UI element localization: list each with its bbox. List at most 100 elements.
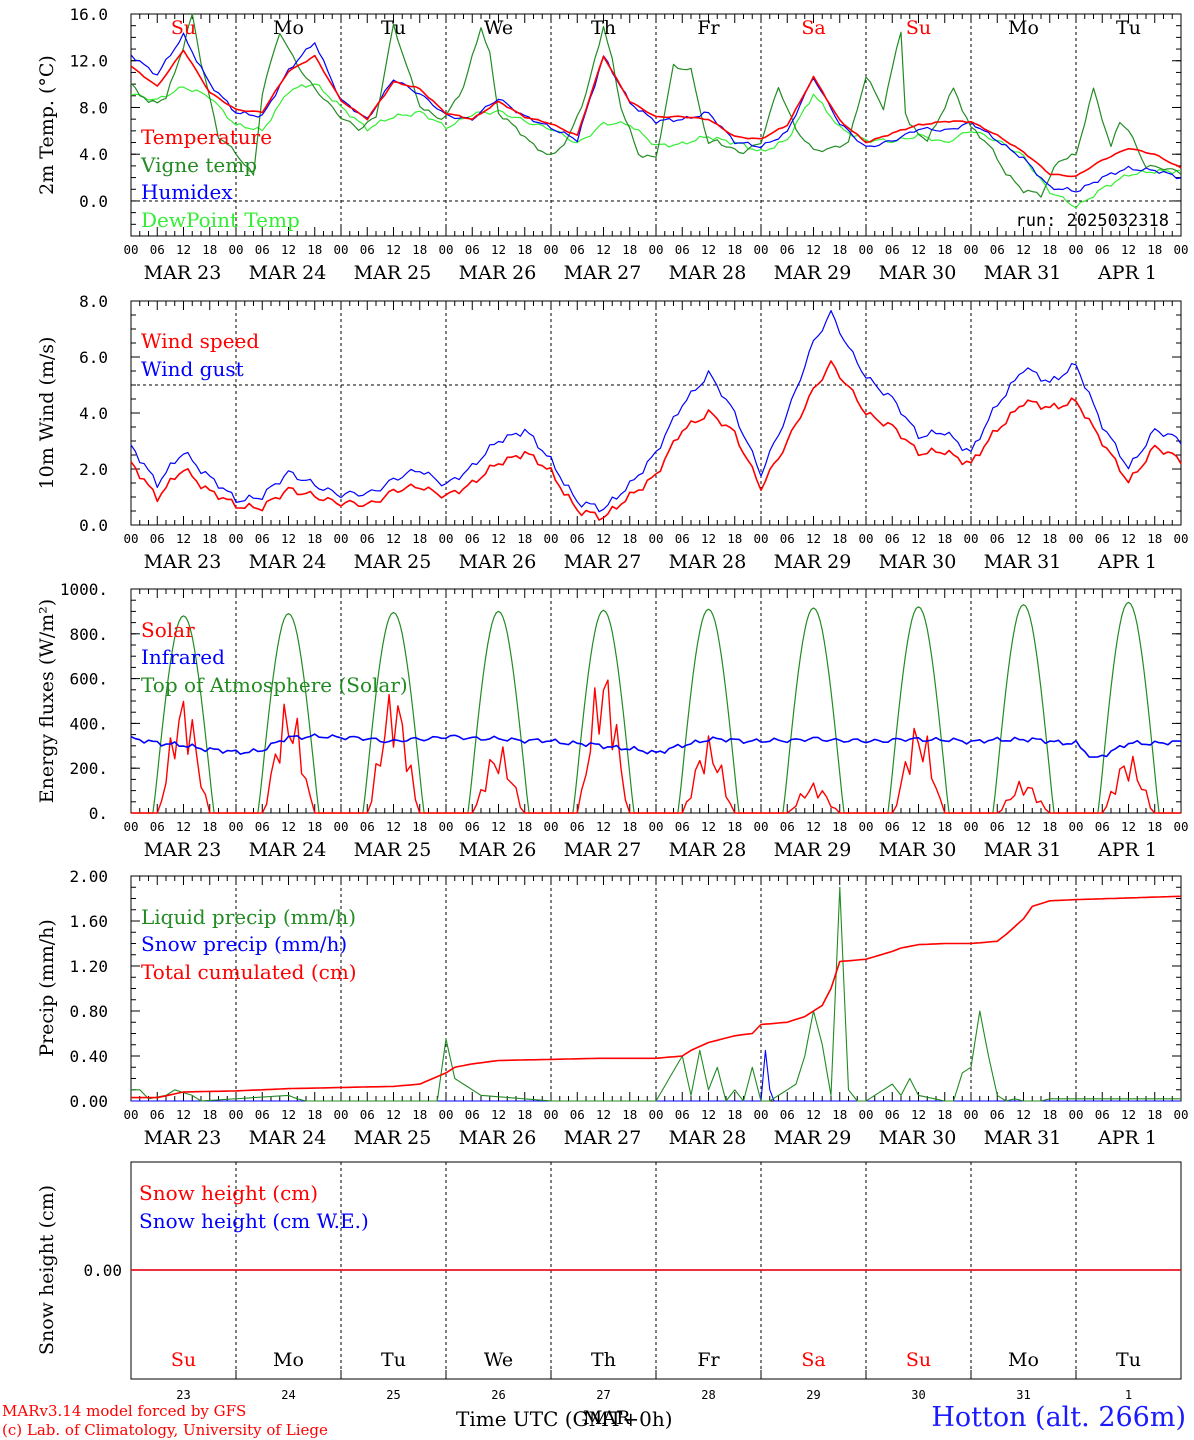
hour-tick-label: 00 [228,531,243,546]
date-label: MAR 26 [459,262,537,284]
weekday-label: Mo [273,1349,304,1371]
hour-tick-label: 00 [753,242,768,257]
weekday-label: Th [591,17,616,39]
series-line-0 [131,886,1181,1102]
panel-temperature: 00 06 12 18 00 06 12 18 00 06 12 18 00 06 12 18 00 06 12 18… [36,5,1189,284]
weekday-label: Su [171,1349,196,1371]
date-label: MAR 27 [564,1127,642,1149]
y-tick-label: 0.0 [79,192,108,211]
hour-tick-label: 06 [675,819,690,834]
hour-tick-label: 06 [360,531,375,546]
hour-tick-label: 12 [386,531,401,546]
hour-tick-label: 00 [123,819,138,834]
hour-tick-label: 00 [963,242,978,257]
hour-tick-label: 06 [570,242,585,257]
hour-tick-label: 06 [885,1107,900,1122]
date-label: MAR 29 [774,262,852,284]
hour-tick-label: 00 [438,531,453,546]
hour-tick-label: 12 [701,242,716,257]
hour-tick-label: 12 [281,1107,296,1122]
date-label: MAR 27 [564,551,642,573]
date-label: MAR 24 [249,1127,327,1149]
y-axis-label: Snow height (cm) [36,1185,58,1355]
hour-tick-label: 00 [648,1107,663,1122]
weekday-label: Sa [801,1349,825,1371]
hour-tick-label: 12 [1121,531,1136,546]
hour-tick-label: 00 [543,819,558,834]
date-label: MAR 31 [984,262,1062,284]
date-label: APR 1 [1097,551,1157,573]
y-tick-label: 16.0 [69,5,108,24]
date-label: MAR 30 [879,839,957,861]
hour-tick-label: 12 [806,531,821,546]
series-line-0 [130,360,1182,521]
hour-tick-label: 06 [780,242,795,257]
hour-tick-label: 06 [360,242,375,257]
hour-tick-label: 06 [255,1107,270,1122]
hour-tick-label: 18 [622,1107,637,1122]
hour-tick-label: 12 [386,1107,401,1122]
hour-tick-label: 18 [517,242,532,257]
model-credit: MARv3.14 model forced by GFS [2,1402,247,1420]
hour-tick-label: 12 [806,1107,821,1122]
hour-tick-label: 18 [622,531,637,546]
hour-tick-label: 12 [176,531,191,546]
date-label: MAR 31 [984,551,1062,573]
hour-tick-label: 06 [990,242,1005,257]
panel-frame [130,300,1182,526]
weekday-label: Tu [381,1349,406,1371]
legend-entry: Infrared [141,645,225,669]
day-number-label: 25 [386,1388,400,1402]
hour-tick-label: 12 [911,819,926,834]
hour-tick-label: 00 [648,819,663,834]
hour-tick-label: 18 [412,1107,427,1122]
hour-tick-label: 18 [1042,242,1057,257]
hour-tick-label: 12 [911,242,926,257]
lab-credit: (c) Lab. of Climatology, University of L… [2,1421,328,1439]
hour-tick-label: 18 [307,531,322,546]
hour-tick-label: 06 [675,531,690,546]
y-axis-label: Precip (mm/h) [36,919,58,1057]
hour-tick-label: 00 [1173,1107,1188,1122]
series-line-2 [131,895,1182,1099]
hour-tick-label: 18 [517,531,532,546]
y-tick-label: 0.0 [79,516,108,535]
y-tick-label: 0. [89,804,108,823]
hour-tick-label: 12 [596,819,611,834]
hour-tick-label: 00 [1173,531,1188,546]
series-line-infrared [130,733,1182,758]
hour-tick-label: 18 [832,531,847,546]
hour-tick-label: 00 [228,1107,243,1122]
time-axis-title: Time UTC (GMT+0h) [456,1407,673,1431]
date-label: MAR 26 [459,551,537,573]
hour-tick-label: 18 [727,819,742,834]
y-axis-label: Energy fluxes (W/m²) [36,599,58,803]
hour-tick-label: 12 [806,819,821,834]
hour-tick-label: 06 [990,531,1005,546]
date-label: MAR 28 [669,551,747,573]
hour-tick-label: 00 [753,1107,768,1122]
y-tick-label: 8.0 [79,98,108,117]
legend-entry: Snow height (cm) [139,1181,318,1205]
hour-tick-label: 00 [753,819,768,834]
hour-tick-label: 00 [543,531,558,546]
hour-tick-label: 18 [622,242,637,257]
series-line-0 [130,49,1182,178]
legend-entry: Wind speed [141,329,259,353]
hour-tick-label: 06 [885,819,900,834]
hour-tick-label: 12 [1016,819,1031,834]
hour-tick-label: 12 [491,531,506,546]
hour-tick-label: 00 [858,531,873,546]
hour-tick-label: 12 [701,1107,716,1122]
legend-entry: Temperature [141,125,272,149]
date-label: MAR 29 [774,551,852,573]
station-title: Hotton (alt. 266m) [931,1402,1186,1433]
date-label: MAR 30 [879,551,957,573]
hour-tick-label: 06 [1095,819,1110,834]
hour-tick-label: 12 [491,1107,506,1122]
hour-tick-label: 06 [570,531,585,546]
panel-wind: 00 06 12 18 00 06 12 18 00 06 12 18 00 06 12 18 00 06 12 18… [36,292,1189,573]
hour-tick-label: 06 [780,819,795,834]
hour-tick-label: 00 [858,819,873,834]
